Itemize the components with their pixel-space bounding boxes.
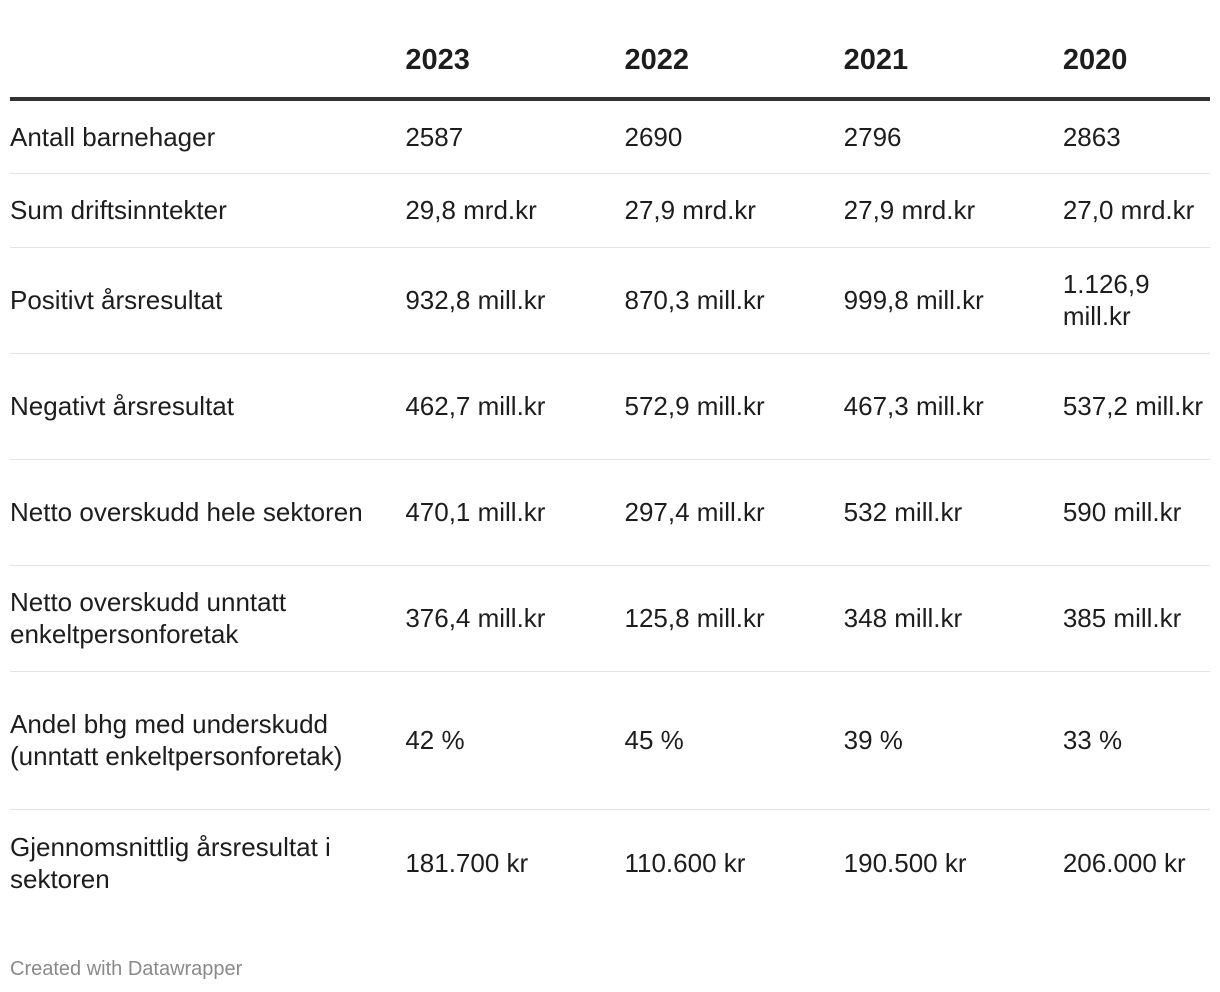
table-cell: 27,0 mrd.kr [1052,173,1210,248]
table-cell: 297,4 mill.kr [614,459,834,566]
table-row: Sum driftsinntekter 29,8 mrd.kr 27,9 mrd… [10,173,1210,248]
table-cell: 39 % [833,671,1053,810]
table-cell: 2796 [833,99,1053,174]
table-cell: 470,1 mill.kr [395,459,615,566]
table-cell: 27,9 mrd.kr [614,173,834,248]
table-cell: 376,4 mill.kr [395,565,615,672]
column-header-2020: 2020 [1052,0,1210,101]
table-cell: 2863 [1052,99,1210,174]
row-label: Sum driftsinntekter [10,173,396,248]
column-header-label [10,0,396,101]
datawrapper-credit[interactable]: Created with Datawrapper [10,958,243,980]
table-cell: 2587 [395,99,615,174]
table-cell: 110.600 kr [624,848,746,879]
table-row: Gjennomsnittlig årsresultat i sektoren 1… [10,809,1210,917]
table-cell: 206.000 kr [1062,848,1186,879]
row-label: Netto overskudd unntatt enkeltpersonfore… [10,565,396,672]
table-cell: 467,3 mill.kr [833,353,1053,460]
table-cell: 42 % [395,671,615,810]
row-label: Negativt årsresultat [10,353,396,460]
table-cell: 190.500 kr [843,848,967,879]
column-header-2023: 2023 [395,0,615,101]
table-cell: 532 mill.kr [833,459,1053,566]
table-row: Netto overskudd hele sektoren 470,1 mill… [10,459,1210,566]
table-cell: 870,3 mill.kr [614,247,834,354]
row-label: Gjennomsnittlig årsresultat i sektoren [10,832,331,895]
table-header-row: 2023 2022 2021 2020 [10,0,1210,101]
table-cell: 2690 [614,99,834,174]
row-label: Netto overskudd hele sektoren [10,459,396,566]
table-cell: 348 mill.kr [833,565,1053,672]
table-cell: 590 mill.kr [1052,459,1210,566]
table-cell: 125,8 mill.kr [614,565,834,672]
table-cell: 45 % [614,671,834,810]
column-header-2021: 2021 [833,0,1053,101]
table-row: Netto overskudd unntatt enkeltpersonfore… [10,565,1210,672]
table-cell: 572,9 mill.kr [614,353,834,460]
table-cell: 181.700 kr [405,848,529,879]
table-row: Antall barnehager 2587 2690 2796 2863 [10,99,1210,174]
data-table-container: 2023 2022 2021 2020 Antall barnehager 25… [10,0,1210,917]
row-label: Andel bhg med underskudd (unntatt enkelt… [10,671,396,810]
table-cell: 537,2 mill.kr [1052,353,1210,460]
table-cell: 27,9 mrd.kr [833,173,1053,248]
table-cell: 932,8 mill.kr [395,247,615,354]
table-row: Negativt årsresultat 462,7 mill.kr 572,9… [10,353,1210,460]
table-cell: 999,8 mill.kr [833,247,1053,354]
data-table: 2023 2022 2021 2020 Antall barnehager 25… [10,0,1210,917]
table-row: Andel bhg med underskudd (unntatt enkelt… [10,671,1210,810]
table-cell: 462,7 mill.kr [395,353,615,460]
row-label: Positivt årsresultat [10,247,396,354]
table-cell: 33 % [1052,671,1210,810]
table-row: Positivt årsresultat 932,8 mill.kr 870,3… [10,247,1210,354]
table-cell: 29,8 mrd.kr [395,173,615,248]
column-header-2022: 2022 [614,0,834,101]
table-cell: 385 mill.kr [1052,565,1210,672]
table-cell: 1.126,9 mill.kr [1052,247,1210,354]
row-label: Antall barnehager [10,99,396,174]
